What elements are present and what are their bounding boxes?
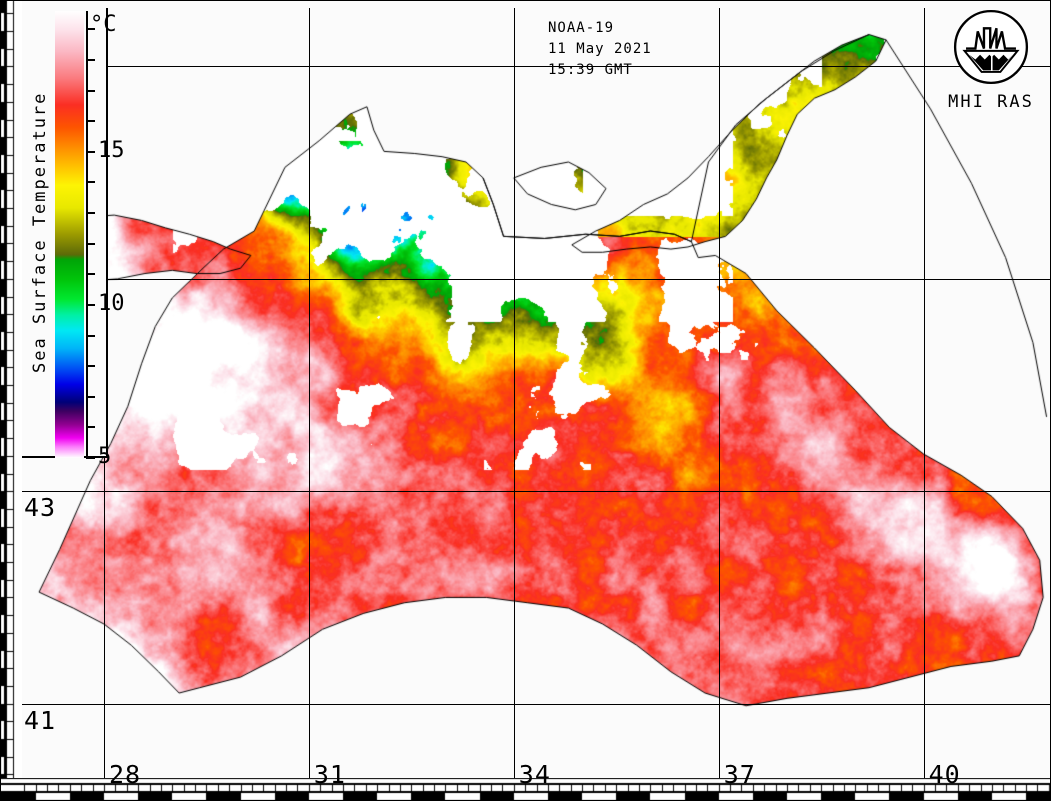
colorbar-tick bbox=[86, 457, 95, 459]
mhi-ras-emblem-icon bbox=[953, 9, 1029, 85]
colorbar-tick bbox=[86, 365, 95, 368]
longitude-label: 40 bbox=[928, 760, 961, 789]
colorbar-tick-label: 15 bbox=[98, 137, 125, 163]
colorbar-tick bbox=[86, 120, 95, 123]
latitude-label: 43 bbox=[24, 493, 57, 523]
colorbar-tick bbox=[86, 89, 95, 92]
satellite-name: NOAA-19 bbox=[548, 20, 615, 36]
parallel-line bbox=[22, 491, 1050, 492]
longitude-ruler-bottom bbox=[0, 778, 1051, 801]
colorbar-title: Sea Surface Temperature bbox=[30, 91, 50, 373]
longitude-label: 37 bbox=[723, 760, 756, 789]
parallel-line bbox=[22, 704, 1050, 705]
colorbar-gradient bbox=[55, 11, 84, 458]
colorbar-tick bbox=[86, 395, 95, 398]
colorbar-tick bbox=[86, 58, 95, 61]
longitude-label: 34 bbox=[518, 760, 551, 789]
acquisition-date: 11 May 2021 bbox=[548, 41, 652, 57]
colorbar-tick bbox=[86, 150, 95, 153]
latitude-label: 41 bbox=[24, 705, 57, 735]
colorbar-tick bbox=[86, 212, 95, 215]
logo-caption: MHI RAS bbox=[948, 92, 1034, 112]
longitude-label: 31 bbox=[313, 760, 346, 789]
colorbar-unit-label: °C bbox=[90, 12, 117, 37]
colorbar-tick bbox=[86, 181, 95, 184]
acquisition-info: NOAA-19 11 May 2021 15:39 GMT bbox=[548, 18, 652, 81]
longitude-label: 28 bbox=[108, 760, 142, 789]
colorbar-tick-label: 10 bbox=[98, 290, 125, 316]
colorbar-tick bbox=[86, 334, 95, 337]
colorbar-panel: Sea Surface Temperature °C 15 10 5 bbox=[22, 8, 125, 468]
meridian-line bbox=[309, 8, 310, 778]
meridian-line bbox=[514, 8, 515, 778]
institution-logo: MHI RAS bbox=[940, 8, 1042, 112]
meridian-line bbox=[719, 8, 720, 778]
colorbar-tick bbox=[86, 273, 95, 276]
colorbar-axis bbox=[86, 11, 88, 458]
colorbar-tick bbox=[86, 303, 95, 306]
meridian-line bbox=[924, 8, 925, 778]
parallel-line bbox=[22, 66, 1050, 67]
colorbar-tick bbox=[86, 28, 95, 31]
acquisition-time: 15:39 GMT bbox=[548, 62, 633, 78]
colorbar-tick bbox=[86, 426, 95, 429]
colorbar-tick bbox=[86, 242, 95, 245]
sst-raster bbox=[22, 8, 1050, 778]
colorbar-tick-label: 5 bbox=[98, 444, 112, 469]
parallel-line bbox=[22, 279, 1050, 280]
latitude-ruler-left bbox=[0, 0, 22, 801]
map-plot-area bbox=[22, 8, 1050, 778]
